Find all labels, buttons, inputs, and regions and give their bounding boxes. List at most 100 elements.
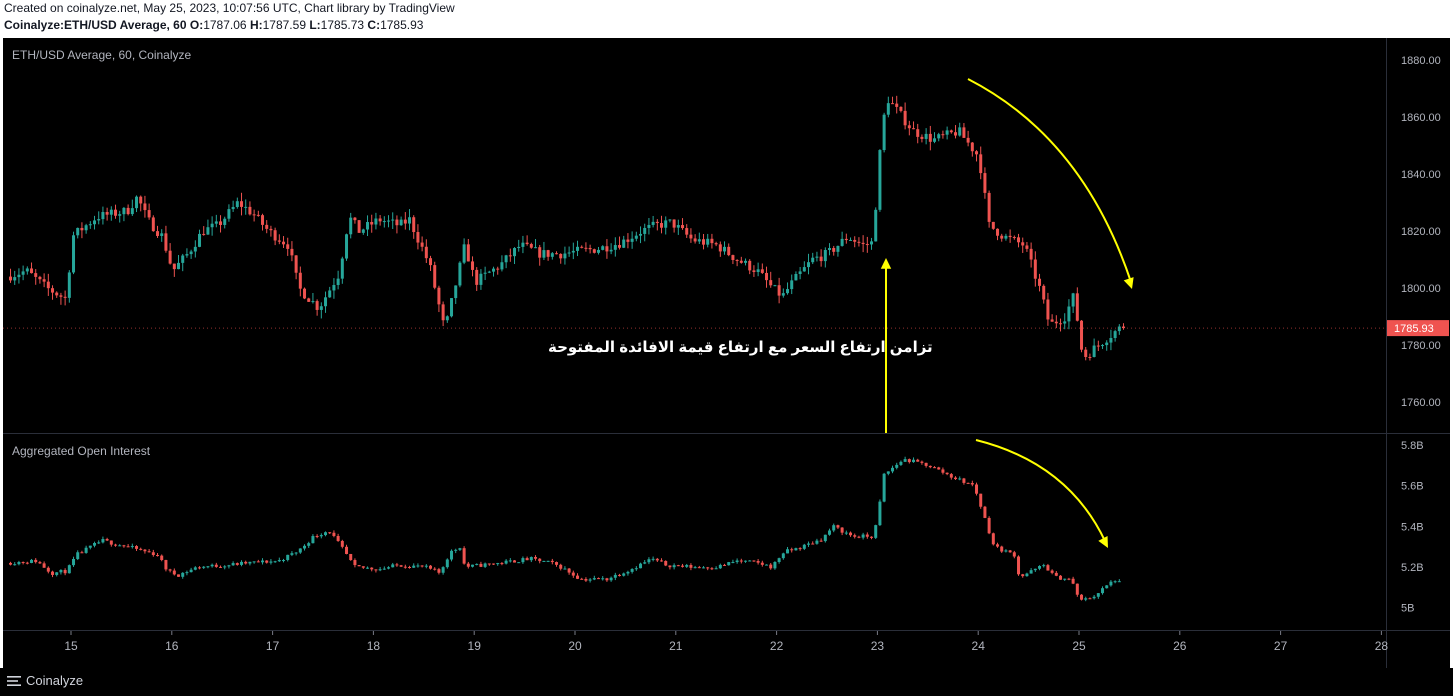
price-candle — [500, 262, 504, 270]
price-candle — [991, 221, 995, 229]
oi-candle — [227, 565, 231, 567]
price-candle — [781, 293, 785, 296]
price-candle — [731, 255, 735, 260]
price-candle — [975, 151, 979, 155]
oi-candle — [756, 561, 760, 563]
oi-candle — [181, 572, 185, 577]
price-candle — [529, 244, 533, 248]
price-candle — [450, 298, 454, 317]
price-candle — [416, 232, 420, 243]
price-candle — [122, 207, 126, 215]
oi-candle — [773, 562, 777, 569]
oi-candle — [294, 552, 298, 554]
price-candle — [735, 259, 739, 261]
oi-candle — [1029, 570, 1033, 574]
price-candle — [189, 251, 193, 255]
price-candle — [639, 233, 643, 236]
oi-candle — [584, 578, 588, 581]
time-axis-tick: 24 — [972, 639, 986, 653]
price-candle — [1063, 321, 1067, 324]
price-candle — [714, 243, 718, 245]
price-candle — [937, 134, 941, 139]
chart-area[interactable]: 1880.00 1860.00 1840.00 1820.00 1800.00 1780.… — [3, 38, 1450, 668]
price-candle — [962, 127, 966, 138]
oi-candle — [802, 544, 806, 549]
price-candle — [349, 217, 353, 235]
oi-candle — [979, 493, 983, 507]
price-candle — [1008, 235, 1012, 238]
oi-candle — [1059, 575, 1063, 580]
price-candle — [185, 254, 189, 256]
oi-candle — [693, 567, 697, 569]
price-candle — [214, 221, 218, 224]
oi-candle — [235, 563, 239, 565]
oi-candle — [731, 562, 735, 564]
price-candle — [870, 241, 874, 245]
price-candle — [462, 244, 466, 263]
price-candle — [382, 221, 386, 223]
oi-candle — [828, 530, 832, 535]
price-candle — [223, 218, 227, 225]
oi-candle — [660, 560, 664, 562]
oi-candle — [723, 564, 727, 566]
ohlc-legend: Coinalyze:ETH/USD Average, 60 O:1787.06 … — [4, 18, 423, 32]
up-arrow-head — [880, 258, 892, 269]
price-candle — [920, 136, 924, 139]
oi-candle — [714, 568, 718, 570]
oi-candle — [588, 579, 592, 581]
oi-candle — [340, 540, 344, 547]
oi-candle — [135, 546, 139, 549]
price-candle — [903, 110, 907, 126]
price-candle — [798, 271, 802, 275]
oi-candle — [529, 557, 533, 561]
low-value: 1785.73 — [320, 18, 365, 32]
oi-axis-tick: 5.2B — [1401, 562, 1424, 574]
oi-candle — [403, 566, 407, 568]
price-candle — [370, 222, 374, 225]
oi-candle — [857, 536, 861, 538]
oi-candle — [59, 569, 63, 573]
price-candle — [945, 130, 949, 135]
oi-candle — [378, 569, 382, 571]
oi-candle — [185, 572, 189, 574]
oi-candle — [1017, 556, 1021, 575]
price-candle — [345, 234, 349, 259]
price-candle — [769, 280, 773, 286]
oi-candle — [307, 543, 311, 546]
oi-candle — [752, 560, 756, 562]
oi-candle — [202, 566, 206, 568]
price-candle — [1000, 235, 1004, 239]
price-candle — [172, 263, 176, 270]
oi-candle — [88, 545, 92, 548]
price-candle — [899, 106, 903, 111]
price-candle — [151, 217, 155, 232]
oi-candle — [219, 566, 223, 568]
chart-canvas[interactable]: 1880.00 1860.00 1840.00 1820.00 1800.00 1780.… — [3, 38, 1450, 668]
price-candle — [1101, 345, 1105, 347]
price-candle — [9, 276, 13, 281]
price-candle — [702, 239, 706, 245]
oi-candle — [1101, 588, 1105, 594]
price-candle — [844, 238, 848, 241]
price-candle — [655, 221, 659, 224]
oi-candle — [21, 561, 25, 563]
price-candle — [760, 269, 764, 273]
time-axis-tick: 17 — [266, 639, 280, 653]
oi-axis-tick: 5.6B — [1401, 481, 1424, 493]
oi-candle — [298, 548, 302, 553]
oi-candle — [626, 571, 630, 574]
price-candle — [828, 248, 832, 250]
price-candle — [84, 225, 88, 231]
coinalyze-logo[interactable]: Coinalyze — [6, 673, 83, 688]
oi-candle — [450, 550, 454, 560]
price-candle — [395, 219, 399, 226]
price-candle — [399, 219, 403, 226]
price-candle — [454, 285, 458, 299]
price-candle — [697, 239, 701, 242]
oi-candle — [962, 478, 966, 483]
time-axis-tick: 19 — [468, 639, 482, 653]
price-candle — [492, 268, 496, 272]
price-candle — [786, 289, 790, 294]
price-candle — [1117, 326, 1121, 332]
price-candle — [1054, 321, 1058, 324]
